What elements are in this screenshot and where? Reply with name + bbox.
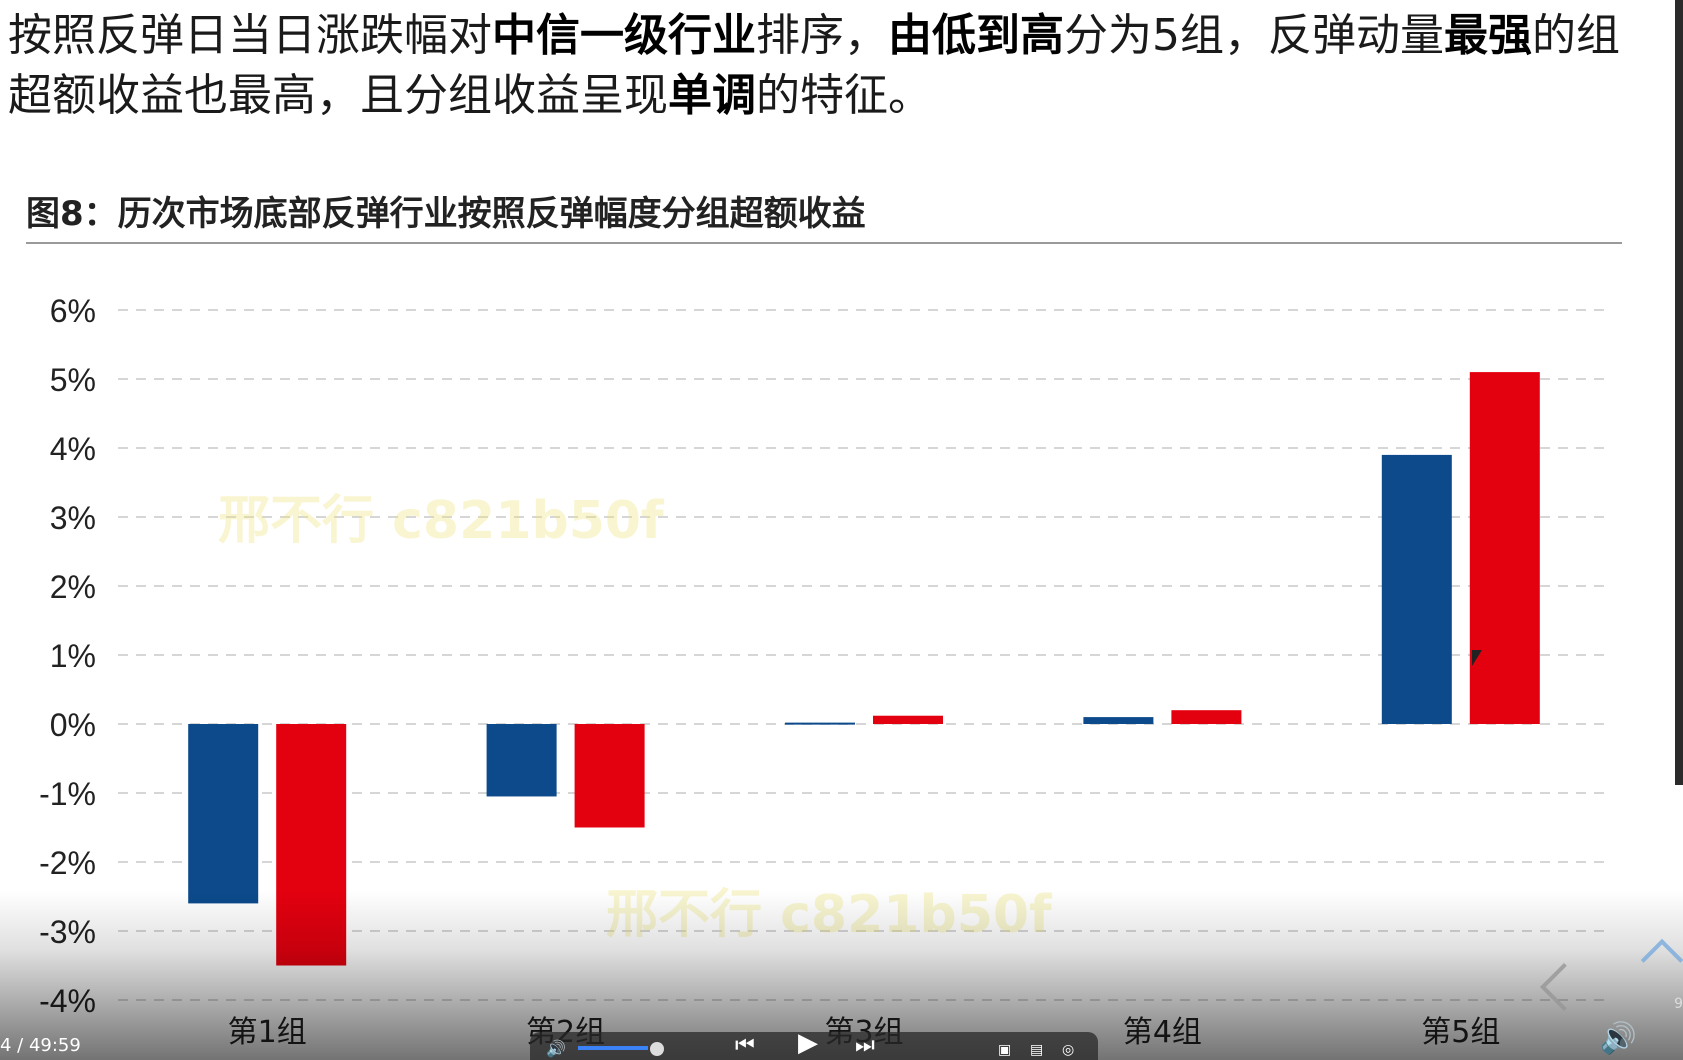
- intro-emphasis: 中信一级行业: [492, 10, 756, 61]
- playback-time: 4 / 49:59: [0, 1035, 81, 1056]
- intro-emphasis: 最强: [1444, 10, 1532, 61]
- y-axis-ticks: 6% 5% 4% 3% 2% 1% 0% -1% -2% -3% -4%: [39, 293, 96, 1019]
- bar-series-1: [785, 722, 855, 725]
- progress-slider-knob[interactable]: [650, 1042, 664, 1056]
- bar-series-2: [1171, 710, 1242, 724]
- intro-emphasis: 单调: [668, 70, 756, 121]
- speaker-icon[interactable]: 🔊: [1599, 1021, 1637, 1056]
- screen-icon[interactable]: ▤: [1030, 1042, 1044, 1058]
- bar-series-1: [1381, 454, 1452, 724]
- caption-icon[interactable]: ▣: [998, 1042, 1012, 1058]
- bar-series-1: [188, 724, 259, 904]
- y-tick-label: -3%: [39, 914, 96, 950]
- figure-title: 图8：历次市场底部反弹行业按照反弹幅度分组超额收益: [26, 194, 866, 234]
- y-tick-label: 5%: [50, 362, 96, 398]
- figure-title-rule: [26, 242, 1622, 244]
- settings-icon[interactable]: ◎: [1062, 1042, 1075, 1058]
- y-tick-label: -4%: [39, 983, 96, 1019]
- bar-series-2: [276, 724, 347, 966]
- bar-series-1: [1083, 717, 1154, 724]
- intro-text: 的组超额收益也最高，且分组收益呈现: [8, 10, 1620, 121]
- intro-text: 的特征。: [756, 70, 932, 121]
- intro-text: 分为5组，反弹动量: [1064, 10, 1444, 61]
- y-tick-label: -2%: [39, 845, 96, 881]
- intro-text: 排序，: [756, 10, 888, 61]
- bar-series-2: [574, 724, 645, 828]
- progress-slider-fill[interactable]: [578, 1046, 648, 1050]
- volume-small-icon[interactable]: 🔊: [546, 1039, 566, 1058]
- y-tick-label: 6%: [50, 293, 96, 329]
- bar-series-2: [873, 715, 943, 724]
- intro-emphasis: 由低到高: [888, 10, 1064, 61]
- intro-paragraph: 按照反弹日当日涨跌幅对中信一级行业排序，由低到高分为5组，反弹动量最强的组超额收…: [8, 6, 1648, 126]
- mouse-cursor-icon: [1472, 650, 1482, 666]
- fast-forward-icon[interactable]: ⏭: [855, 1033, 875, 1058]
- play-icon[interactable]: ▶: [798, 1028, 818, 1058]
- y-tick-label: 1%: [50, 638, 96, 674]
- x-tick-label: 第4组: [1123, 1015, 1202, 1050]
- intro-text: 按照反弹日当日涨跌幅对: [8, 10, 492, 61]
- y-tick-label: 3%: [50, 500, 96, 536]
- y-tick-label: 4%: [50, 431, 96, 467]
- x-tick-label: 第5组: [1421, 1015, 1500, 1050]
- player-controls: 🔊 ⏮ ▶ ⏭ ▣ ▤ ◎: [530, 1028, 1098, 1060]
- y-tick-label: -1%: [39, 776, 96, 812]
- y-tick-label: 2%: [50, 569, 96, 605]
- page-number: 9: [1674, 996, 1683, 1012]
- y-tick-label: 0%: [50, 707, 96, 743]
- rewind-icon[interactable]: ⏮: [735, 1033, 755, 1058]
- bar-series-1: [486, 724, 557, 797]
- x-tick-label: 第1组: [228, 1015, 307, 1050]
- bar-chart: 6%5%4%3%2%1%0%-1%-2%-3%-4% 第1组第2组第3组第4组第…: [39, 293, 1610, 1050]
- window-edge-scrollbar[interactable]: [1675, 0, 1683, 785]
- bar-series-2: [1469, 372, 1540, 724]
- bars: [188, 372, 1540, 966]
